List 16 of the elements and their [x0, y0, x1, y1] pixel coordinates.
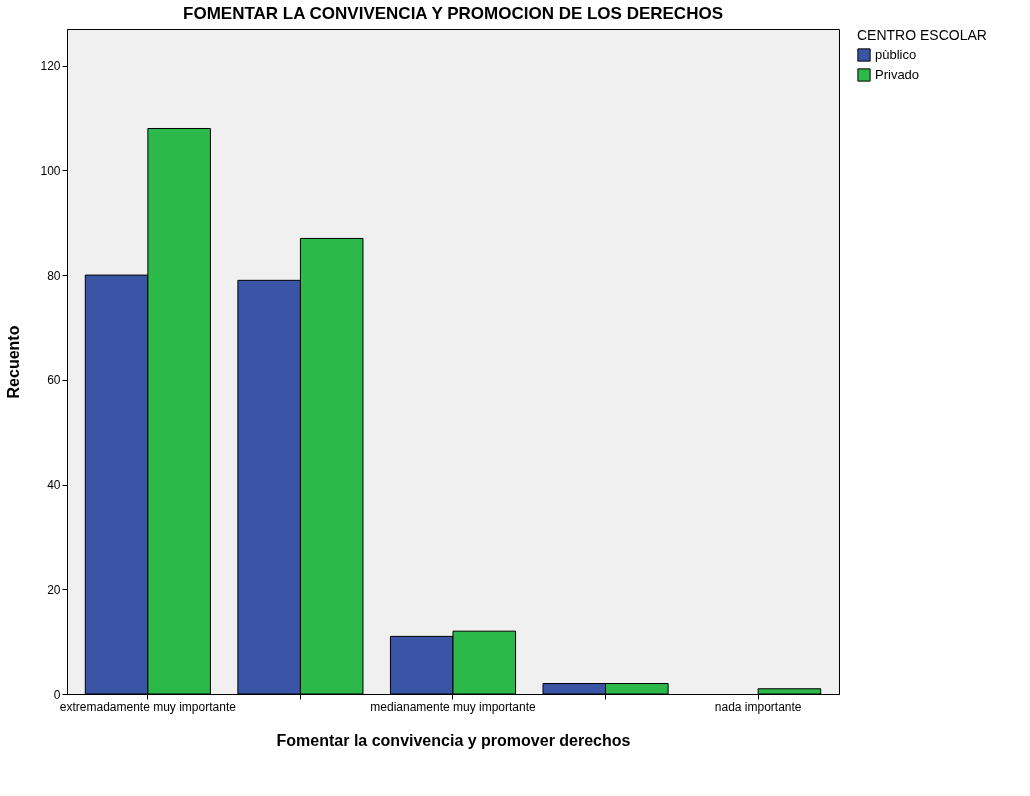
x-tick-label: extremadamente muy importante	[59, 699, 237, 714]
x-tick-label: nada importante	[714, 699, 802, 714]
x-axis-title: Fomentar la convivencia y promover derechos	[276, 731, 631, 749]
y-tick-label: 60	[47, 373, 61, 388]
legend-label: pùblico	[875, 47, 917, 62]
y-tick-label: 0	[53, 687, 61, 702]
y-tick-label: 80	[47, 268, 61, 283]
y-tick-label: 120	[40, 59, 61, 74]
y-axis-title: Recuento	[5, 325, 23, 399]
y-tick-label: 100	[40, 163, 61, 178]
y-tick-label: 20	[47, 582, 61, 597]
x-tick-label: medianamente muy importante	[370, 699, 537, 714]
y-tick-label: 40	[47, 478, 61, 493]
chart-title: FOMENTAR LA CONVIVENCIA Y PROMOCION DE LOS DERECHOS	[183, 4, 723, 23]
legend-title: CENTRO ESCOLAR	[857, 27, 987, 43]
legend-label: Privado	[875, 67, 920, 82]
